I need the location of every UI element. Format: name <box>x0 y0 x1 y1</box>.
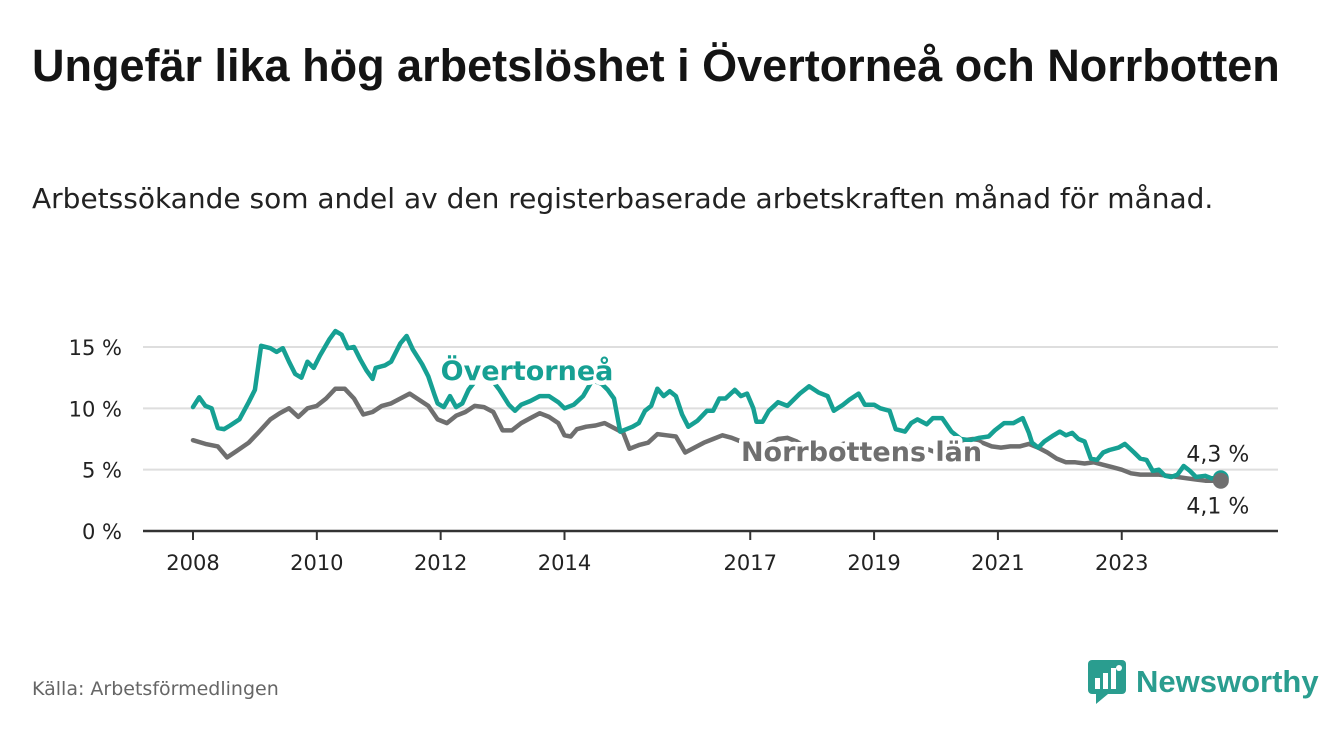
x-tick-label: 2010 <box>290 551 343 575</box>
series-label-norrbotten: Norrbottens län <box>741 437 982 468</box>
series-line-overtornea <box>190 328 1224 481</box>
series-label-overtornea: Övertorneå <box>441 354 614 387</box>
x-tick-label: 2019 <box>847 551 900 575</box>
source-note: Källa: Arbetsförmedlingen <box>32 678 279 700</box>
series-line-norrbotten <box>190 386 1224 483</box>
label-layer: 4,3 % 4,1 % Övertorneå Norrbottens län <box>436 350 1249 520</box>
x-tick-label: 2008 <box>166 551 219 575</box>
y-tick-label: 15 % <box>69 336 122 360</box>
end-marker-norrbotten <box>1212 472 1229 489</box>
end-label-overtornea: 4,3 % <box>1186 442 1249 467</box>
x-tick-label: 2012 <box>414 551 467 575</box>
x-tick-label: 2017 <box>724 551 777 575</box>
x-tick-label: 2021 <box>971 551 1024 575</box>
chart-title: Ungefär lika hög arbetslöshet i Övertorn… <box>32 40 1280 91</box>
y-tick-label: 0 % <box>82 520 122 544</box>
x-tick-label: 2014 <box>538 551 591 575</box>
y-tick-label: 5 % <box>82 459 122 483</box>
brand-logo: Newsworthy <box>1088 660 1319 704</box>
chart-subtitle: Arbetssökande som andel av den registerb… <box>32 182 1214 215</box>
end-label-norrbotten: 4,1 % <box>1186 495 1249 520</box>
line-chart: 0 % 5 % 10 % 15 % 2008 2010 2012 2014 2017 2019 20… <box>69 328 1278 575</box>
brand-name: Newsworthy <box>1136 664 1319 699</box>
grid-layer: 0 % 5 % 10 % 15 % 2008 2010 2012 2014 2017 2019 20… <box>69 336 1278 575</box>
newsworthy-logo-icon <box>1088 660 1126 704</box>
x-tick-label: 2023 <box>1095 551 1148 575</box>
y-tick-label: 10 % <box>69 397 122 421</box>
series-layer <box>190 328 1229 489</box>
